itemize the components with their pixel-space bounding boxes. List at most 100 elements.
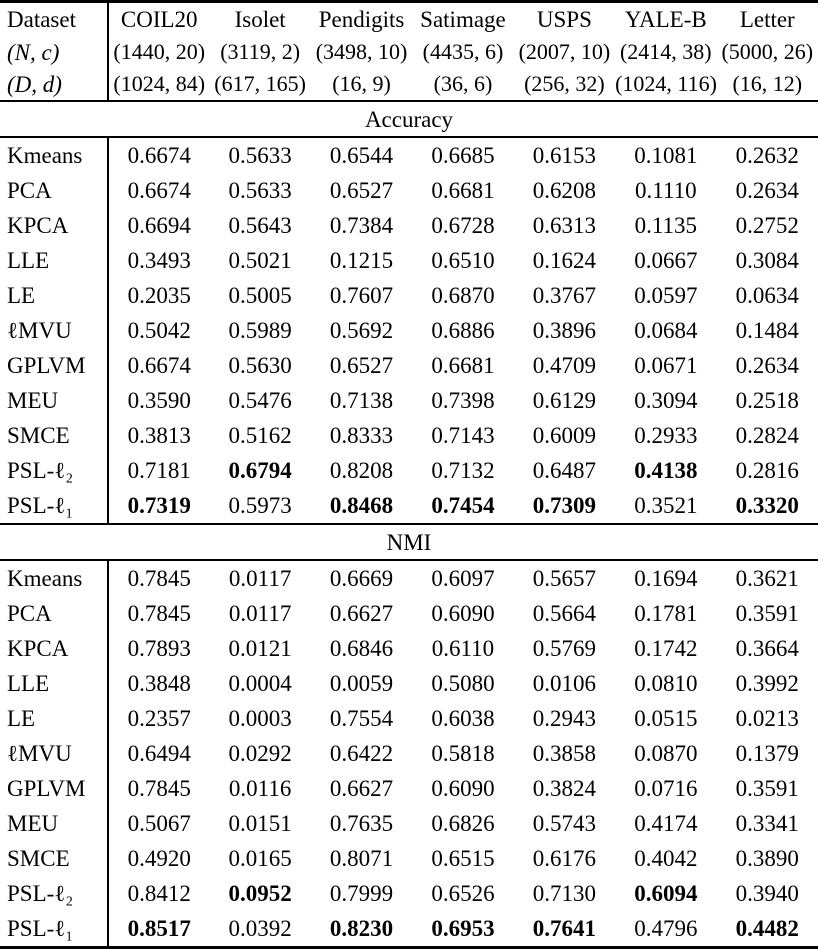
metric-value: 0.0117 <box>228 601 292 626</box>
metric-value: 0.6038 <box>431 706 495 731</box>
metric-value: 0.4138 <box>634 458 698 483</box>
nc-value: (3498, 10) <box>315 39 408 64</box>
metric-value: 0.6090 <box>431 601 495 626</box>
section-row: Accuracy <box>0 100 818 138</box>
metric-value: 0.1624 <box>532 248 597 273</box>
metric-value: 0.3858 <box>532 741 597 766</box>
metric-value: 0.1215 <box>329 248 394 273</box>
metric-value: 0.2035 <box>127 283 191 308</box>
metric-value: 0.0597 <box>634 283 698 308</box>
method-row: GPLVM 0.7845 0.0116 0.6627 0.6090 0.3824 0.071… <box>0 771 818 806</box>
metric-value: 0.0116 <box>228 776 292 801</box>
metric-value: 0.6097 <box>431 566 495 591</box>
metric-value: 0.0810 <box>634 671 698 696</box>
metric-value: 0.6009 <box>532 423 597 448</box>
metric-value: 0.5743 <box>532 811 597 836</box>
metric-value: 0.8208 <box>329 458 394 483</box>
nc-row-label: (N, c) <box>0 36 109 68</box>
method-label: GPLVM <box>0 771 109 806</box>
method-row: LE 0.2357 0.0003 0.7554 0.6038 0.2943 0.0515 0.… <box>0 701 818 736</box>
metric-value: 0.0515 <box>634 706 698 731</box>
metric-value: 0.0117 <box>228 566 292 591</box>
metric-value: 0.3493 <box>127 248 191 273</box>
metric-value: 0.3890 <box>735 846 799 871</box>
metric-value: 0.0392 <box>228 916 292 941</box>
dataset-column-header: Pendigits <box>318 7 405 32</box>
metric-value: 0.7607 <box>329 283 394 308</box>
metric-value: 0.3664 <box>735 636 799 661</box>
metric-value: 0.7130 <box>532 881 597 906</box>
metric-value: 0.7143 <box>431 423 495 448</box>
metric-value: 0.6090 <box>431 776 495 801</box>
metric-value: 0.1484 <box>735 318 799 343</box>
method-row: ℓMVU 0.5042 0.5989 0.5692 0.6886 0.3896 0.0684… <box>0 313 818 348</box>
metric-value: 0.5692 <box>329 318 394 343</box>
metric-value: 0.1781 <box>634 601 698 626</box>
metric-value: 0.5818 <box>431 741 495 766</box>
metric-value: 0.1379 <box>735 741 799 766</box>
method-row: ℓMVU 0.6494 0.0292 0.6422 0.5818 0.3858 0.0870… <box>0 736 818 771</box>
dd-row-label: (D, d) <box>0 68 109 101</box>
metric-value: 0.0952 <box>228 881 292 906</box>
nc-value: (3119, 2) <box>220 39 301 64</box>
metric-value: 0.3813 <box>127 423 191 448</box>
metric-value: 0.6846 <box>329 636 394 661</box>
metric-value: 0.3767 <box>532 283 597 308</box>
metric-value: 0.7893 <box>127 636 191 661</box>
metric-value: 0.8468 <box>329 493 394 518</box>
dd-value: (16, 9) <box>332 71 391 96</box>
metric-value: 0.4709 <box>532 353 597 378</box>
dd-value: (36, 6) <box>433 71 493 96</box>
method-row: PSL-ℓ₁ 0.8517 0.0392 0.8230 0.6953 0.7641 0.47… <box>0 911 818 948</box>
method-row: LLE 0.3493 0.5021 0.1215 0.6510 0.1624 0.0667 0… <box>0 243 818 278</box>
metric-value: 0.6627 <box>329 776 394 801</box>
method-row: LLE 0.3848 0.0004 0.0059 0.5080 0.0106 0.0810 0… <box>0 666 818 701</box>
metric-value: 0.7999 <box>329 881 394 906</box>
metric-value: 0.6870 <box>431 283 495 308</box>
metric-value: 0.6494 <box>127 741 191 766</box>
metric-value: 0.7641 <box>532 916 597 941</box>
metric-value: 0.7845 <box>127 566 191 591</box>
metric-value: 0.6526 <box>431 881 495 906</box>
metric-value: 0.0684 <box>634 318 698 343</box>
metric-value: 0.8071 <box>329 846 394 871</box>
method-label: PCA <box>0 173 109 208</box>
metric-value: 0.4796 <box>634 916 698 941</box>
metric-value: 0.0716 <box>634 776 698 801</box>
method-label: PSL-ℓ₂ <box>0 876 109 911</box>
metric-value: 0.4482 <box>735 916 799 941</box>
metric-value: 0.0121 <box>228 636 292 661</box>
section-row: NMI <box>0 523 818 561</box>
method-label: ℓMVU <box>0 313 109 348</box>
method-row: Kmeans 0.7845 0.0117 0.6669 0.6097 0.5657 0.16… <box>0 560 818 596</box>
metric-value: 0.6886 <box>431 318 495 343</box>
method-row: GPLVM 0.6674 0.5630 0.6527 0.6681 0.4709 0.067… <box>0 348 818 383</box>
method-row: Kmeans 0.6674 0.5633 0.6544 0.6685 0.6153 0.10… <box>0 137 818 173</box>
method-row: PSL-ℓ₂ 0.7181 0.6794 0.8208 0.7132 0.6487 0.41… <box>0 453 818 488</box>
method-label: MEU <box>0 806 109 841</box>
metric-value: 0.1110 <box>635 178 697 203</box>
method-row: SMCE 0.3813 0.5162 0.8333 0.7143 0.6009 0.2933… <box>0 418 818 453</box>
metric-value: 0.0634 <box>735 283 799 308</box>
method-label: KPCA <box>0 208 109 243</box>
method-row: SMCE 0.4920 0.0165 0.8071 0.6515 0.6176 0.4042… <box>0 841 818 876</box>
section-title: Accuracy <box>0 100 818 138</box>
method-label: PSL-ℓ₁ <box>0 911 109 948</box>
metric-value: 0.5162 <box>228 423 292 448</box>
metric-value: 0.7309 <box>532 493 597 518</box>
metric-value: 0.6674 <box>127 353 191 378</box>
metric-value: 0.6681 <box>431 178 495 203</box>
metric-value: 0.3940 <box>735 881 799 906</box>
metric-value: 0.2752 <box>735 213 799 238</box>
method-label: KPCA <box>0 631 109 666</box>
metric-value: 0.8333 <box>329 423 394 448</box>
dd-value: (16, 12) <box>732 71 803 96</box>
metric-value: 0.3591 <box>735 776 799 801</box>
nc-value: (2414, 38) <box>619 39 712 64</box>
metric-value: 0.2943 <box>532 706 597 731</box>
metric-value: 0.5769 <box>532 636 597 661</box>
metric-value: 0.6094 <box>634 881 698 906</box>
dd-value: (1024, 84) <box>113 71 206 96</box>
